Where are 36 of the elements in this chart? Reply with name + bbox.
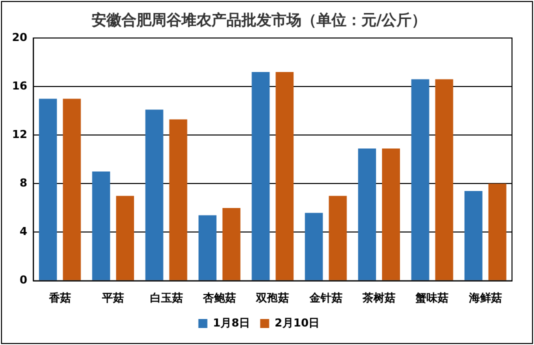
bar <box>38 98 57 280</box>
x-tick-label: 平菇 <box>101 291 124 304</box>
bar <box>411 79 430 280</box>
bar <box>252 72 270 280</box>
bar <box>382 148 400 280</box>
bar <box>488 184 506 280</box>
bar <box>358 148 376 280</box>
x-tick-label: 海鲜菇 <box>468 291 502 304</box>
legend-label: 2月10日 <box>274 316 320 330</box>
y-tick-label: 20 <box>12 30 28 44</box>
x-tick-label: 蟹味菇 <box>414 291 449 304</box>
y-tick-label: 0 <box>20 274 28 287</box>
x-tick-label: 茶树菇 <box>362 291 396 304</box>
bar <box>328 196 347 280</box>
bar <box>222 208 240 280</box>
bar <box>198 215 216 280</box>
bar <box>169 119 188 280</box>
x-tick-label: 双孢菇 <box>255 291 290 304</box>
bar <box>304 212 323 280</box>
x-tick-label: 杏鲍菇 <box>202 291 236 304</box>
y-tick-label: 4 <box>20 225 28 238</box>
y-tick-label: 16 <box>12 79 28 92</box>
y-tick-label: 8 <box>20 176 28 190</box>
bar <box>464 190 482 280</box>
bar <box>62 98 81 280</box>
bar <box>92 172 110 280</box>
y-tick-label: 12 <box>12 128 28 141</box>
x-tick-label: 金针菇 <box>308 291 342 304</box>
chart-title: 安徽合肥周谷堆农产品批发市场（单位：元/公斤） <box>91 10 427 29</box>
x-tick-label: 香菇 <box>48 291 71 304</box>
x-tick-label: 白玉菇 <box>150 291 183 304</box>
bar <box>145 110 164 280</box>
legend-label: 1月8日 <box>212 316 250 330</box>
bar <box>435 79 454 280</box>
bar <box>116 196 134 280</box>
bar <box>276 72 294 280</box>
